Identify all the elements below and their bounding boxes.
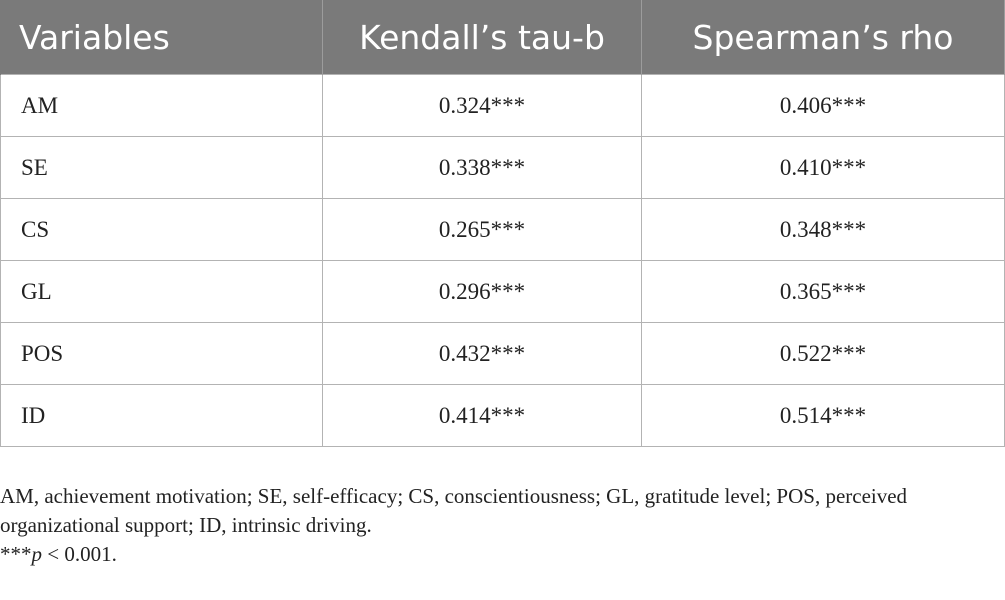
correlation-table-container: Variables Kendall’s tau-b Spearman’s rho… — [0, 0, 1005, 447]
cell-variable: CS — [0, 198, 323, 261]
table-footnotes: AM, achievement motivation; SE, self-eff… — [0, 482, 1000, 569]
cell-variable: AM — [0, 74, 323, 137]
table-body: AM 0.324*** 0.406*** SE 0.338*** 0.410**… — [0, 74, 1005, 447]
significance-threshold: < 0.001. — [42, 542, 117, 566]
header-variables: Variables — [0, 0, 323, 75]
cell-spearman: 0.410*** — [641, 136, 1005, 199]
correlation-table: Variables Kendall’s tau-b Spearman’s rho… — [0, 0, 1005, 447]
header-row: Variables Kendall’s tau-b Spearman’s rho — [0, 0, 1005, 75]
cell-variable: SE — [0, 136, 323, 199]
table-row: SE 0.338*** 0.410*** — [0, 136, 1005, 199]
table-header: Variables Kendall’s tau-b Spearman’s rho — [0, 0, 1005, 75]
cell-kendall: 0.432*** — [322, 322, 642, 385]
cell-kendall: 0.296*** — [322, 260, 642, 323]
cell-kendall: 0.338*** — [322, 136, 642, 199]
table-row: ID 0.414*** 0.514*** — [0, 384, 1005, 447]
abbreviations-note: AM, achievement motivation; SE, self-eff… — [0, 484, 908, 537]
table-row: POS 0.432*** 0.522*** — [0, 322, 1005, 385]
table-row: GL 0.296*** 0.365*** — [0, 260, 1005, 323]
cell-variable: POS — [0, 322, 323, 385]
table-row: CS 0.265*** 0.348*** — [0, 198, 1005, 261]
cell-spearman: 0.514*** — [641, 384, 1005, 447]
cell-variable: ID — [0, 384, 323, 447]
cell-spearman: 0.365*** — [641, 260, 1005, 323]
cell-variable: GL — [0, 260, 323, 323]
cell-kendall: 0.414*** — [322, 384, 642, 447]
cell-spearman: 0.406*** — [641, 74, 1005, 137]
header-spearman: Spearman’s rho — [641, 0, 1005, 75]
cell-kendall: 0.265*** — [322, 198, 642, 261]
cell-spearman: 0.348*** — [641, 198, 1005, 261]
significance-note: ***p < 0.001. — [0, 540, 1000, 569]
cell-spearman: 0.522*** — [641, 322, 1005, 385]
significance-stars: *** — [0, 542, 32, 566]
significance-p-symbol: p — [31, 542, 43, 566]
header-kendall: Kendall’s tau-b — [322, 0, 642, 75]
table-row: AM 0.324*** 0.406*** — [0, 74, 1005, 137]
cell-kendall: 0.324*** — [322, 74, 642, 137]
